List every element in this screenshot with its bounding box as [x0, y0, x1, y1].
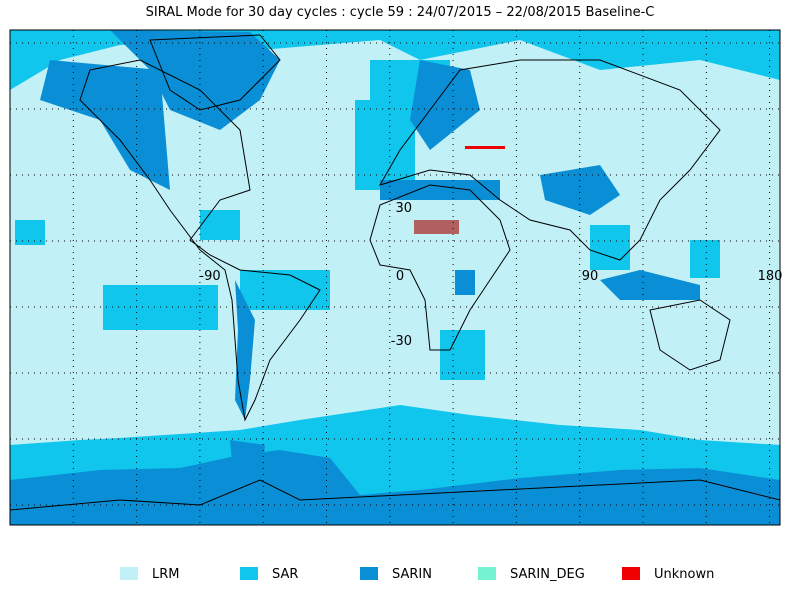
legend-label: LRM	[152, 567, 180, 582]
legend-label: Unknown	[654, 567, 714, 582]
longitude-label: 180	[758, 269, 783, 284]
grid: -90 0 90 180 30 -30	[10, 30, 782, 525]
latitude-label: -30	[391, 334, 412, 349]
title: SIRAL Mode for 30 day cycles : cycle 59 …	[146, 5, 655, 20]
legend-swatch	[360, 567, 378, 580]
map-frame	[9, 29, 781, 526]
longitude-label: 90	[582, 269, 599, 284]
unknown-areas	[414, 146, 505, 234]
latitude-label: 30	[395, 201, 412, 216]
longitude-label: -90	[199, 269, 220, 284]
legend-swatch	[622, 567, 640, 580]
legend-label: SARIN	[392, 567, 432, 582]
map: -90 0 90 180 30 -30	[9, 29, 782, 526]
legend-swatch	[120, 567, 138, 580]
longitude-label: 0	[396, 269, 404, 284]
legend: LRM SAR SARIN SARIN_DEG Unknown	[120, 567, 714, 582]
legend-label: SAR	[272, 567, 298, 582]
legend-swatch	[240, 567, 258, 580]
coastlines	[9, 34, 781, 511]
legend-label: SARIN_DEG	[510, 567, 585, 582]
legend-swatch	[478, 567, 496, 580]
